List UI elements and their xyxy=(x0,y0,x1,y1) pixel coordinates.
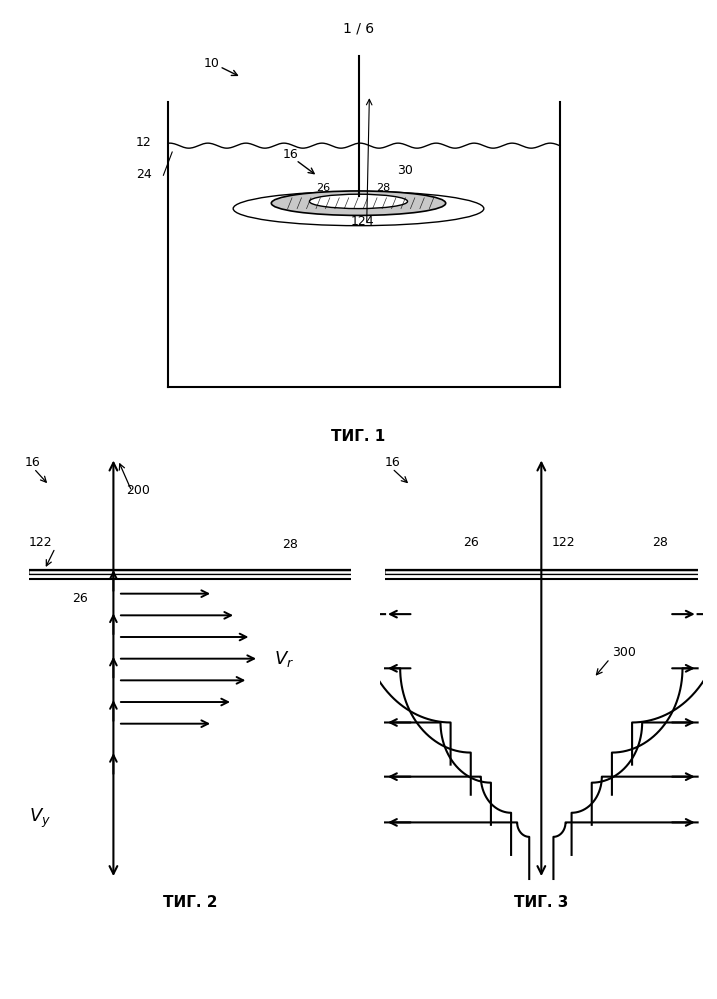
Text: 24: 24 xyxy=(136,168,151,181)
Text: 200: 200 xyxy=(125,484,150,497)
Text: 12: 12 xyxy=(136,136,151,149)
Text: ΤИГ. 2: ΤИГ. 2 xyxy=(163,895,217,910)
Text: 28: 28 xyxy=(376,183,390,193)
Text: 122: 122 xyxy=(29,535,53,548)
Text: 10: 10 xyxy=(204,57,219,70)
Text: 16: 16 xyxy=(24,457,40,470)
Ellipse shape xyxy=(271,191,446,216)
Text: 28: 28 xyxy=(652,535,668,548)
Text: 300: 300 xyxy=(612,646,636,659)
Text: $V_y$: $V_y$ xyxy=(29,807,51,830)
Text: 26: 26 xyxy=(463,535,479,548)
Text: 122: 122 xyxy=(551,535,575,548)
Text: ΤИГ. 1: ΤИГ. 1 xyxy=(331,429,386,444)
Text: 28: 28 xyxy=(282,537,298,550)
Ellipse shape xyxy=(310,194,407,209)
Text: ΤИГ. 3: ΤИГ. 3 xyxy=(514,895,569,910)
Text: 26: 26 xyxy=(316,183,330,193)
Text: $V_r$: $V_r$ xyxy=(274,648,295,668)
Text: 16: 16 xyxy=(385,457,401,470)
Text: 30: 30 xyxy=(397,165,412,178)
Text: 124: 124 xyxy=(351,215,374,228)
Text: 16: 16 xyxy=(282,148,298,161)
Text: 1 / 6: 1 / 6 xyxy=(343,22,374,36)
Text: 26: 26 xyxy=(72,592,87,605)
